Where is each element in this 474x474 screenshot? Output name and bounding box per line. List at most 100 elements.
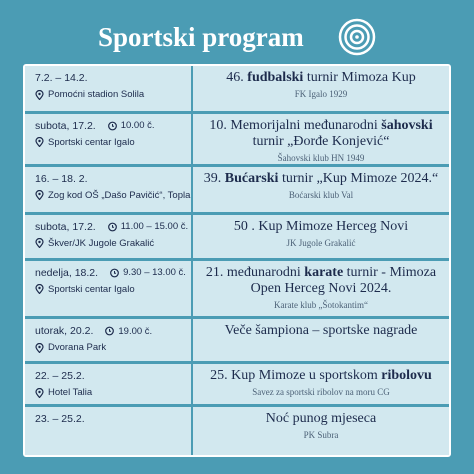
title-part: turnir „Kup Mimoze 2024.“ (278, 170, 439, 186)
time-wrap: 10.00 č. (107, 120, 155, 132)
event-place: Zog kod OŠ „Dašo Pavičić“, Topla (48, 189, 191, 201)
pin-icon (35, 284, 44, 294)
title-part: Veče šampiona – sportske nagrade (224, 323, 418, 339)
event-organizer: Boćarski klub Val (288, 189, 354, 200)
event-place: Hotel Talia (48, 387, 93, 399)
event-title: 25. Kup Mimoze u sportskom ribolovu (201, 368, 441, 384)
event-organizer: Savez za sportski ribolov na moru CG (252, 387, 390, 398)
event-place: Sportski centar Igalo (48, 136, 135, 148)
clock-icon (107, 121, 117, 131)
event-place: Dvorana Park (48, 342, 107, 354)
event-date: subota, 17.2. (35, 119, 96, 132)
place-line: Sportski centar Igalo (35, 137, 191, 148)
title-part: Bućarski (224, 170, 279, 186)
event-organizer: JK Jugole Grakalić (286, 237, 356, 248)
event-info: 23. – 25.2. (25, 407, 193, 455)
event-date: 22. – 25.2. (35, 370, 85, 383)
place-line: Hotel Talia (35, 387, 191, 398)
time-wrap: 9.30 – 13.00 č. (110, 267, 186, 278)
clock-icon (107, 222, 117, 232)
place-line: Sportski centar Igalo (35, 284, 191, 295)
event-date: 16. – 18. 2. (35, 172, 88, 185)
event-info: nedelja, 18.2. 9.30 – 13.00 č. Sportski ce… (25, 260, 193, 317)
event-place: Škver/JK Jugole Grakalić (48, 237, 155, 249)
title: Sportski program (98, 22, 304, 52)
event-info: subota, 17.2. 10.00 č. Sportski centar Iga… (25, 113, 193, 164)
event-desc: 10. Memorijalni međunarodni šahovski tur… (193, 114, 449, 164)
date-line: utorak, 20.2. 19.00 č. (35, 325, 191, 337)
event-title: 39. Bućarski turnir „Kup Mimoze 2024.“ (201, 171, 441, 187)
date-line: 22. – 25.2. (35, 370, 191, 382)
date-line: subota, 17.2. 10.00 č. (35, 120, 191, 132)
event-row: utorak, 20.2. 19.00 č. Dvorana Park Veče ša… (25, 319, 449, 362)
event-organizer: Karate klub „Šotokantim“ (274, 299, 368, 310)
event-info: utorak, 20.2. 19.00 č. Dvorana Park (25, 319, 193, 362)
date-line: nedelja, 18.2. 9.30 – 13.00 č. (35, 267, 191, 279)
event-title: 21. međunarodni karate turnir - Mimoza O… (201, 265, 441, 297)
event-date: utorak, 20.2. (35, 325, 94, 338)
title-part: 50 . Kup Mimoze Herceg Novi (233, 218, 409, 234)
title-part: turnir „Đorđe Konjević“ (252, 133, 390, 149)
title-part: 21. međunarodni (205, 264, 305, 280)
event-title: 50 . Kup Mimoze Herceg Novi (201, 219, 441, 235)
title-part: karate (304, 264, 344, 280)
program-table: 7.2. – 14.2. Pomoćni stadion Solila 46. fu… (23, 64, 451, 457)
pin-icon (35, 89, 44, 100)
event-title: 10. Memorijalni međunarodni šahovski tur… (201, 118, 441, 150)
event-organizer: Šahovski klub HN 1949 (277, 152, 365, 163)
pin-icon (35, 137, 44, 148)
event-desc: Noć punog mjeseca PK Subra (193, 407, 449, 455)
place-line: Škver/JK Jugole Grakalić (35, 238, 191, 249)
event-info: 7.2. – 14.2. Pomoćni stadion Solila (25, 66, 193, 111)
event-row: subota, 17.2. 10.00 č. Sportski centar Iga… (25, 113, 449, 164)
event-time: 10.00 č. (120, 120, 155, 132)
title-part: 10. Memorijalni međunarodni (209, 117, 382, 133)
event-organizer: FK Igalo 1929 (294, 89, 348, 99)
event-title: Noć punog mjeseca (201, 411, 441, 427)
event-title: Veče šampiona – sportske nagrade (201, 323, 441, 339)
event-row: nedelja, 18.2. 9.30 – 13.00 č. Sportski ce… (25, 260, 449, 317)
title-part: 46. (226, 70, 248, 85)
time-wrap: 19.00 č. (105, 326, 152, 337)
place-line: Dvorana Park (35, 342, 191, 353)
event-desc: 50 . Kup Mimoze Herceg Novi JK Jugole Gra… (193, 215, 449, 258)
title-part: 25. Kup Mimoze u sportskom (210, 368, 382, 384)
date-line: 23. – 25.2. (35, 413, 191, 425)
event-date: nedelja, 18.2. (35, 266, 99, 279)
event-place: Pomoćni stadion Solila (48, 89, 145, 100)
pin-icon (35, 387, 44, 398)
date-line: subota, 17.2. 11.00 – 15.00 č. (35, 221, 191, 233)
event-time: 19.00 č. (118, 325, 153, 337)
title-part: turnir - Mimoza Open Herceg Novi 2024. (250, 264, 437, 296)
event-desc: 46. fudbalski turnir Mimoza Kup FK Igalo … (193, 66, 449, 111)
event-info: 16. – 18. 2. Zog kod OŠ „Dašo Pavičić“, T… (25, 166, 193, 212)
title-part: 39. (203, 170, 225, 186)
event-row: subota, 17.2. 11.00 – 15.00 č. Škver/JK Ju… (25, 214, 449, 258)
event-date: subota, 17.2. (35, 220, 96, 233)
event-title: 46. fudbalski turnir Mimoza Kup (201, 70, 441, 86)
event-desc: Veče šampiona – sportske nagrade (193, 319, 449, 361)
title-part: ribolovu (381, 368, 432, 384)
place-line: Zog kod OŠ „Dašo Pavičić“, Topla (35, 190, 191, 201)
event-date: 7.2. – 14.2. (35, 72, 88, 84)
event-time: 9.30 – 13.00 č. (123, 267, 186, 278)
time-wrap: 11.00 – 15.00 č. (107, 221, 188, 232)
event-organizer: PK Subra (303, 430, 339, 441)
pin-icon (35, 190, 44, 201)
event-info: subota, 17.2. 11.00 – 15.00 č. Škver/JK Ju… (25, 214, 193, 258)
event-row: 22. – 25.2. Hotel Talia 25. Kup Mimoze u s… (25, 364, 449, 405)
date-line: 16. – 18. 2. (35, 173, 191, 185)
title-part: šahovski (381, 117, 433, 133)
title-part: fudbalski (247, 70, 304, 85)
clock-icon (105, 326, 115, 336)
logo (338, 18, 376, 56)
event-info: 22. – 25.2. Hotel Talia (25, 364, 193, 405)
event-place: Sportski centar Igalo (48, 283, 135, 295)
date-line: 7.2. – 14.2. (35, 72, 191, 84)
event-row: 23. – 25.2. Noć punog mjeseca PK Subra (25, 407, 449, 455)
event-desc: 25. Kup Mimoze u sportskom ribolovu Savez… (193, 364, 449, 404)
event-desc: 39. Bućarski turnir „Kup Mimoze 2024.“ Bo… (193, 167, 449, 212)
event-row: 7.2. – 14.2. Pomoćni stadion Solila 46. fu… (25, 66, 449, 111)
event-date: 23. – 25.2. (35, 413, 85, 426)
pin-icon (35, 238, 44, 249)
